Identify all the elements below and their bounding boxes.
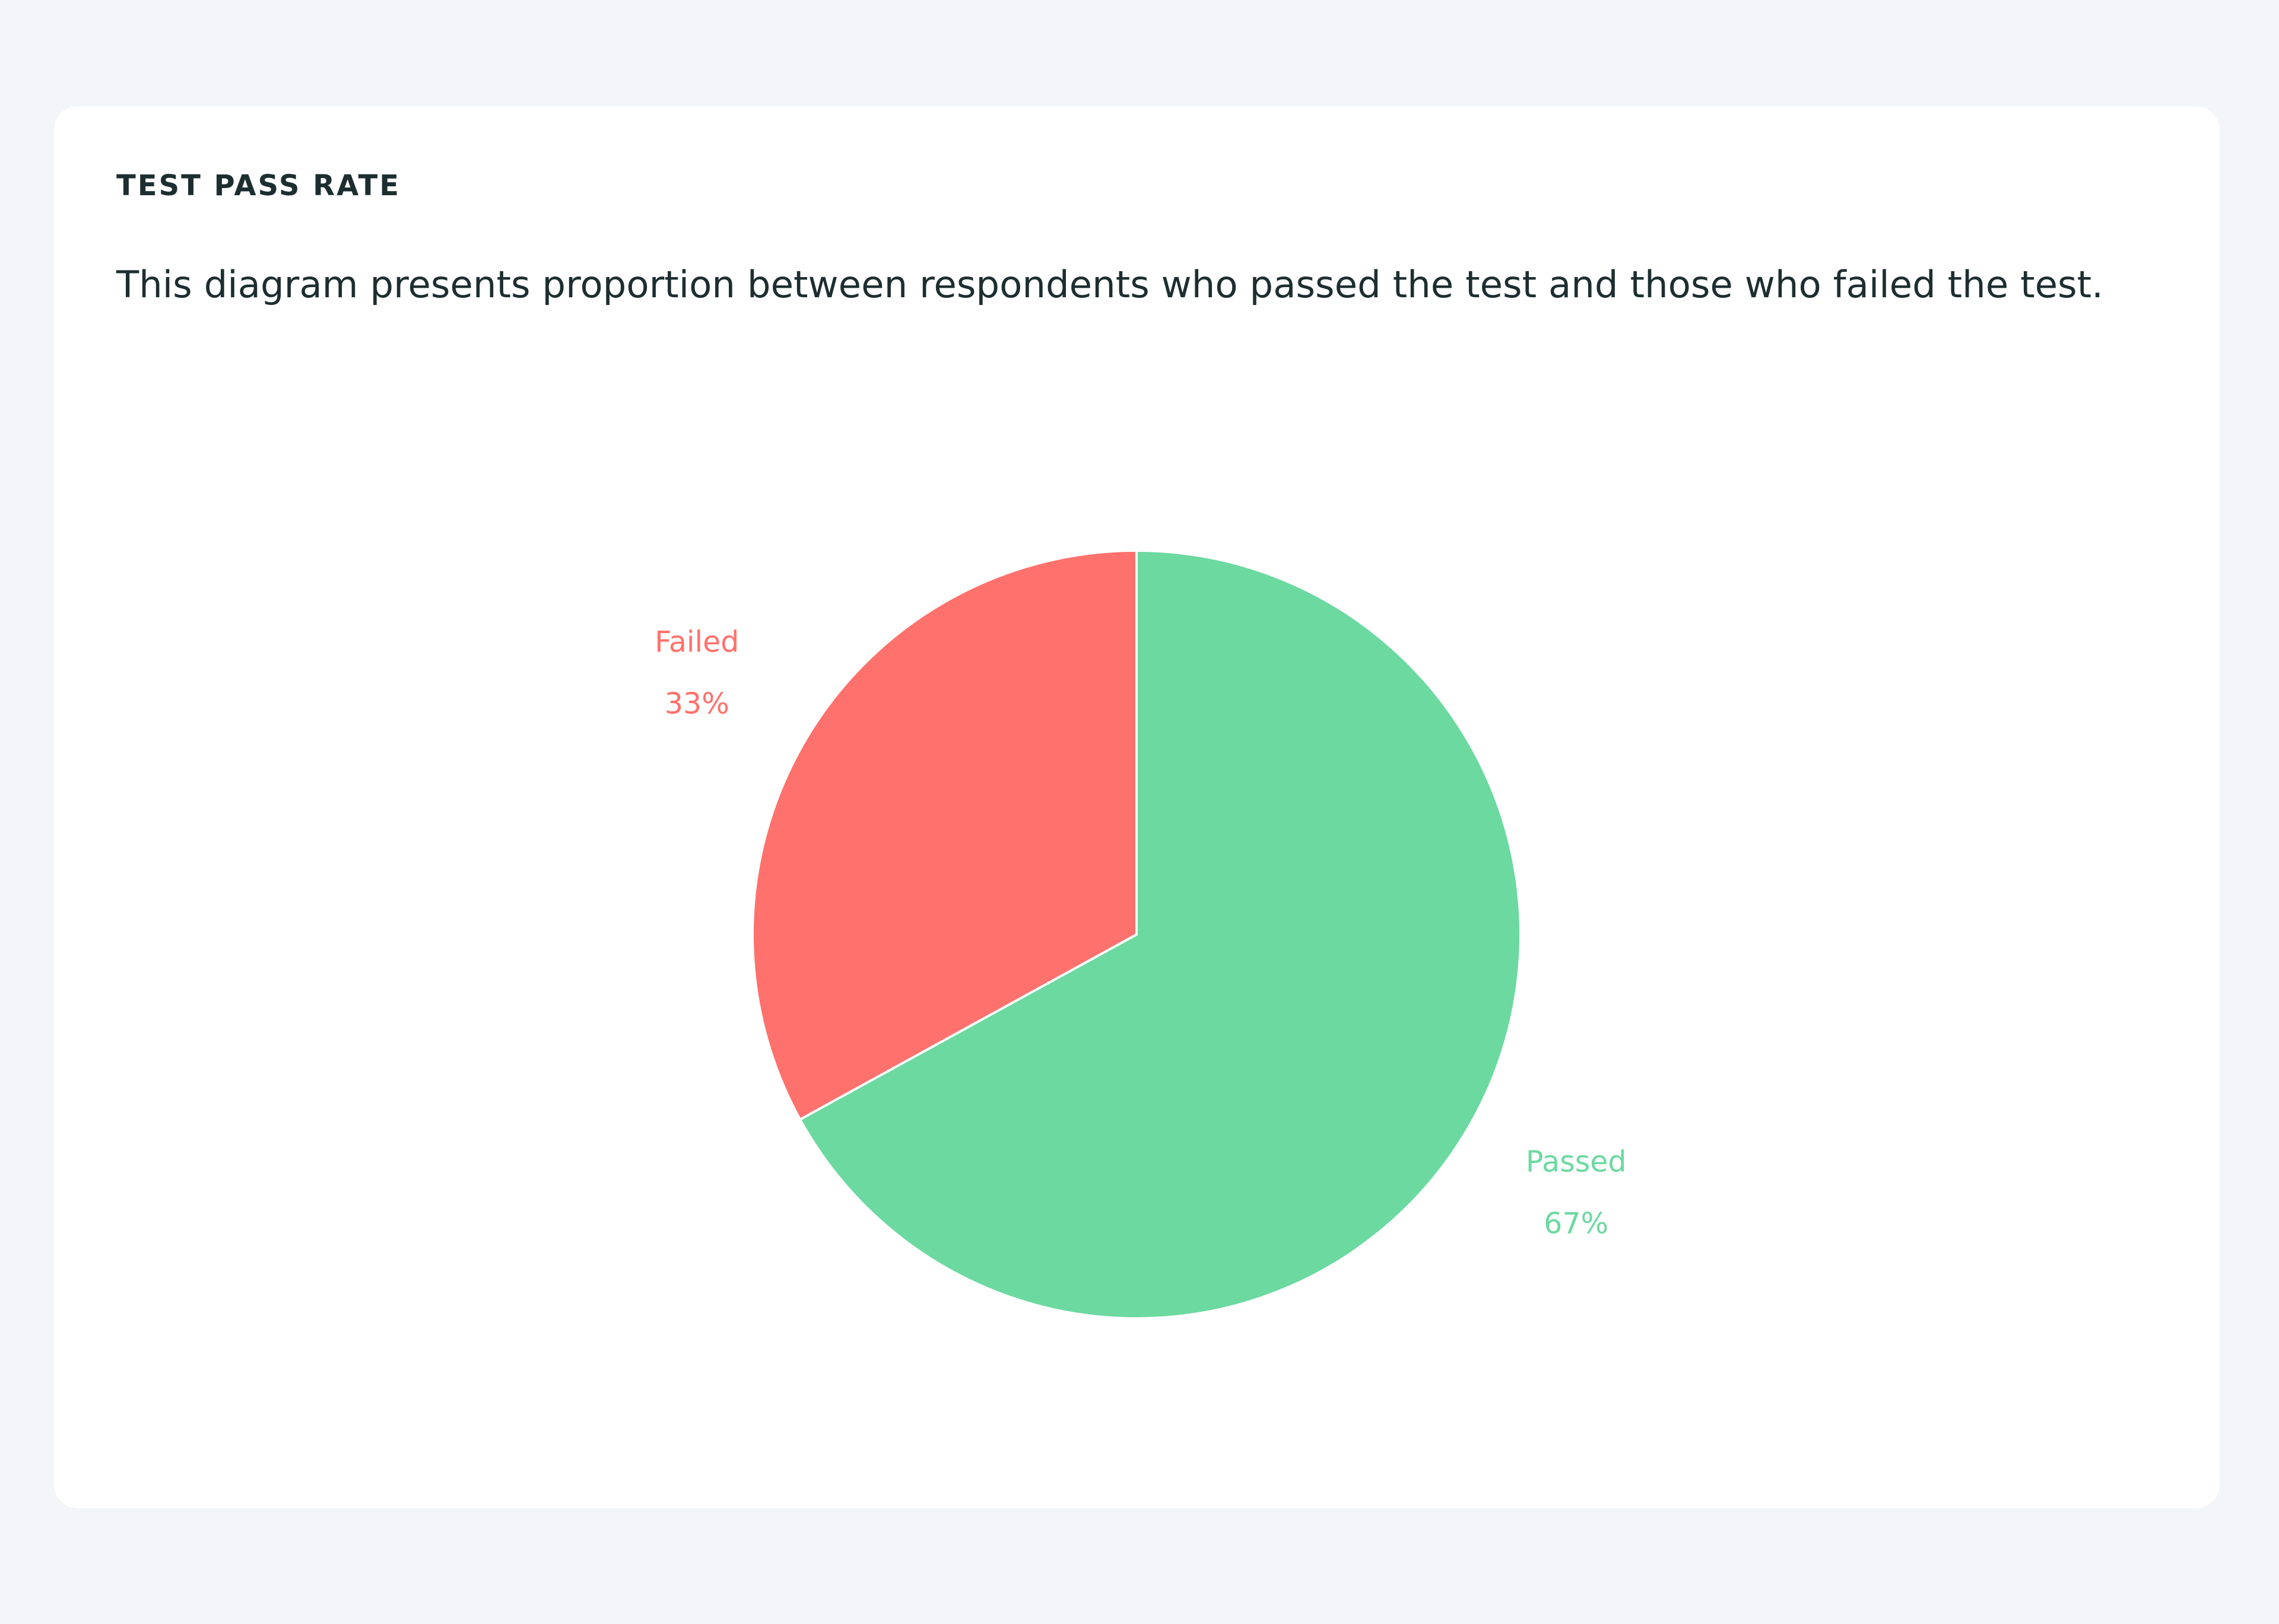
slice-value-label: 33%	[665, 687, 729, 720]
card-title: TEST PASS RATE	[116, 169, 401, 202]
pie-slice	[798, 549, 1522, 1320]
pie-slice	[751, 549, 1138, 1121]
slice-label: Failed	[655, 625, 739, 659]
slice-label: Passed	[1526, 1145, 1627, 1179]
card-subtitle: This diagram presents proportion between…	[116, 263, 2103, 306]
slice-value-label: 67%	[1544, 1207, 1608, 1241]
pie-chart: Passed 67% Failed 33%	[655, 549, 1627, 1320]
